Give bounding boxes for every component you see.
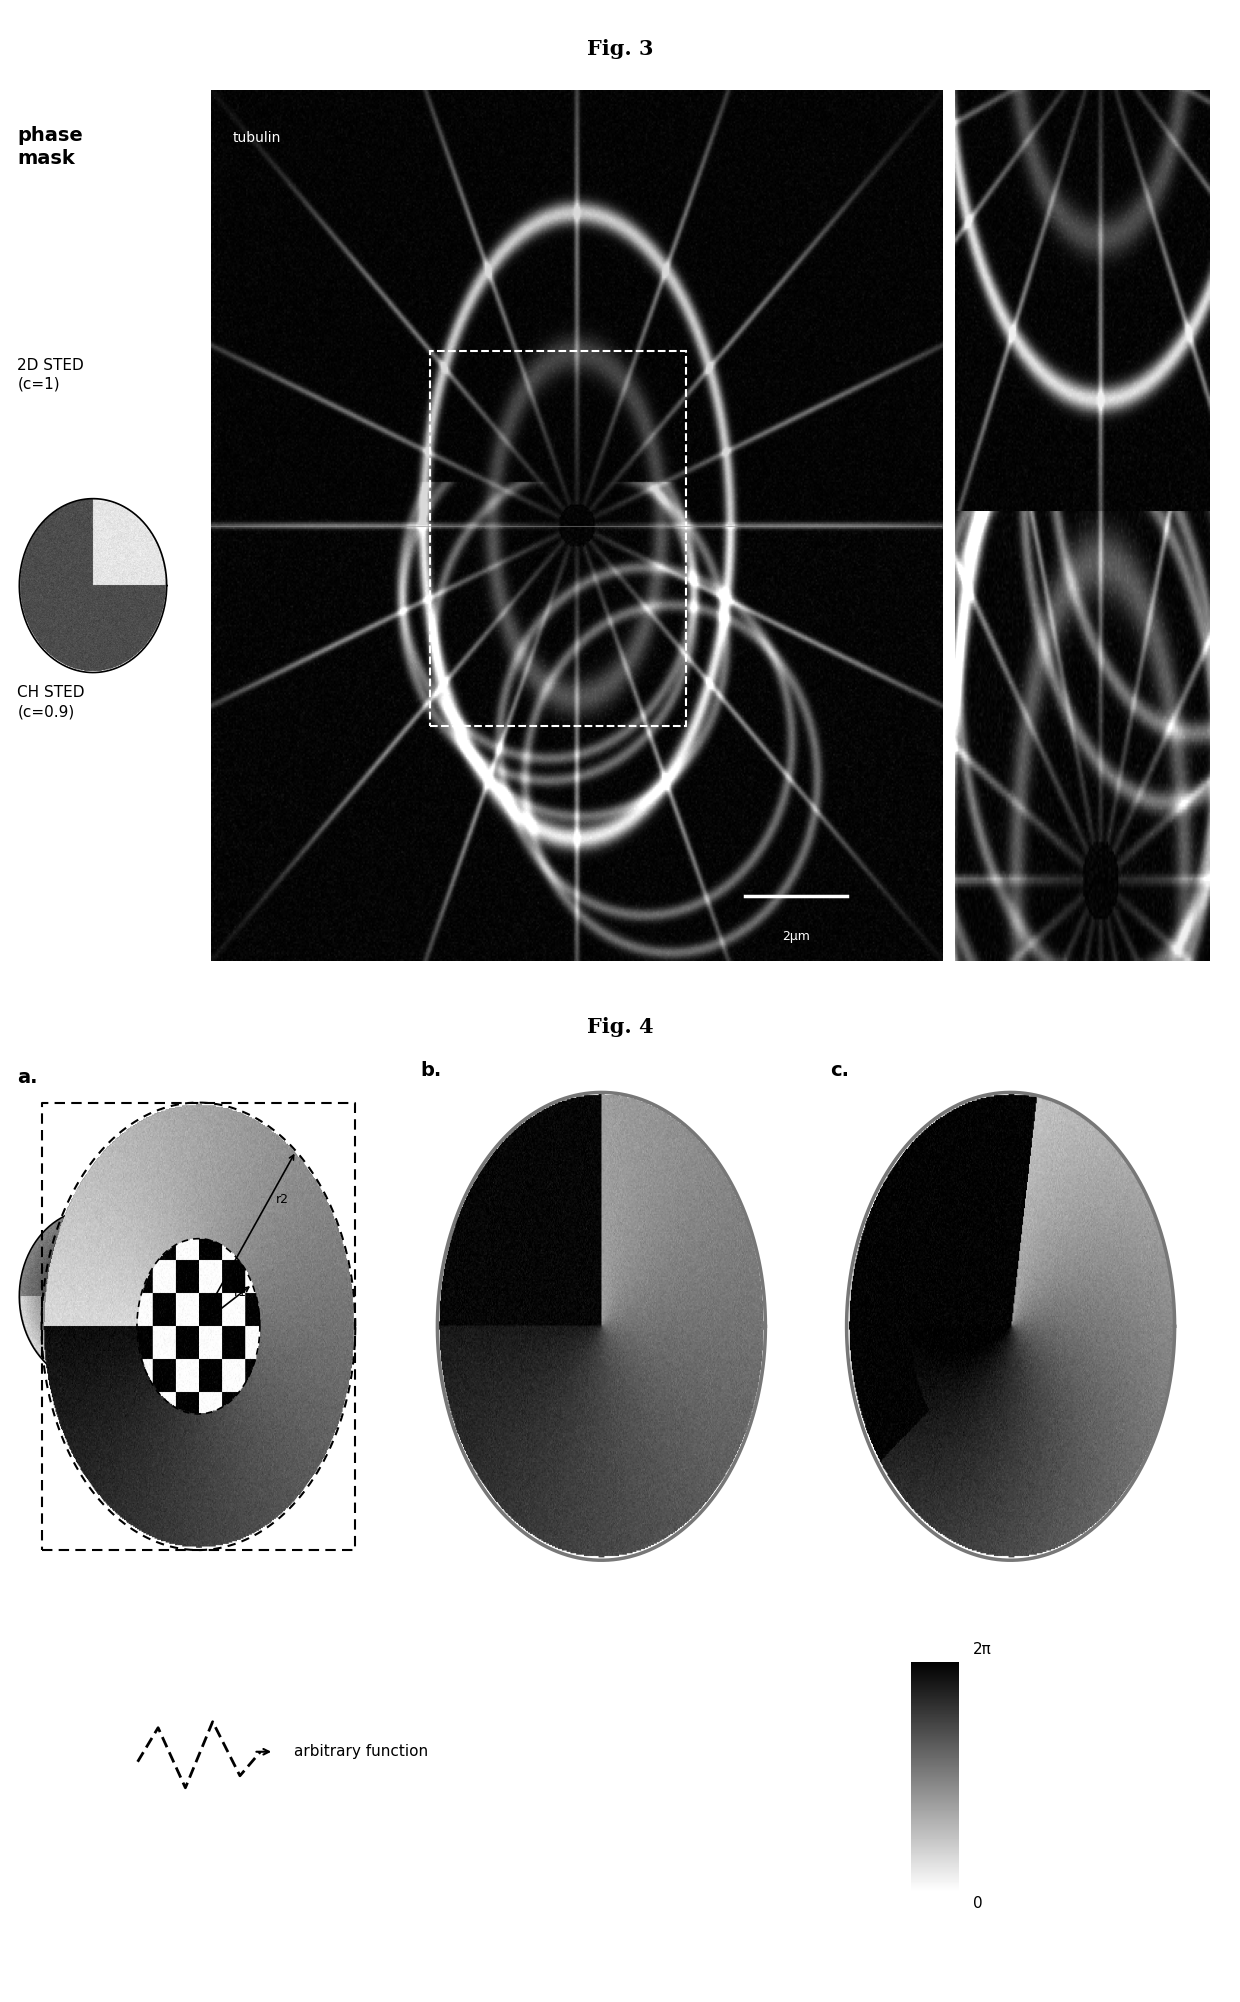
Text: r2: r2 xyxy=(277,1193,289,1207)
Bar xyxy=(430,352,686,727)
Text: CH STED
(c=0.9): CH STED (c=0.9) xyxy=(17,685,84,719)
Text: Fig. 3: Fig. 3 xyxy=(587,40,653,58)
Text: 2μm: 2μm xyxy=(782,931,810,943)
Text: phase
mask: phase mask xyxy=(17,126,83,168)
Text: 0: 0 xyxy=(972,1896,982,1912)
Text: Fig. 4: Fig. 4 xyxy=(587,1017,653,1037)
Text: r1: r1 xyxy=(234,1285,247,1299)
Text: b.: b. xyxy=(420,1061,441,1079)
Text: tubulin: tubulin xyxy=(233,132,281,146)
Text: 2π: 2π xyxy=(972,1642,992,1658)
Text: c.: c. xyxy=(830,1061,848,1079)
Text: arbitrary function: arbitrary function xyxy=(295,1744,429,1760)
Text: 2D STED
(c=1): 2D STED (c=1) xyxy=(17,358,84,392)
Text: a.: a. xyxy=(17,1067,37,1087)
